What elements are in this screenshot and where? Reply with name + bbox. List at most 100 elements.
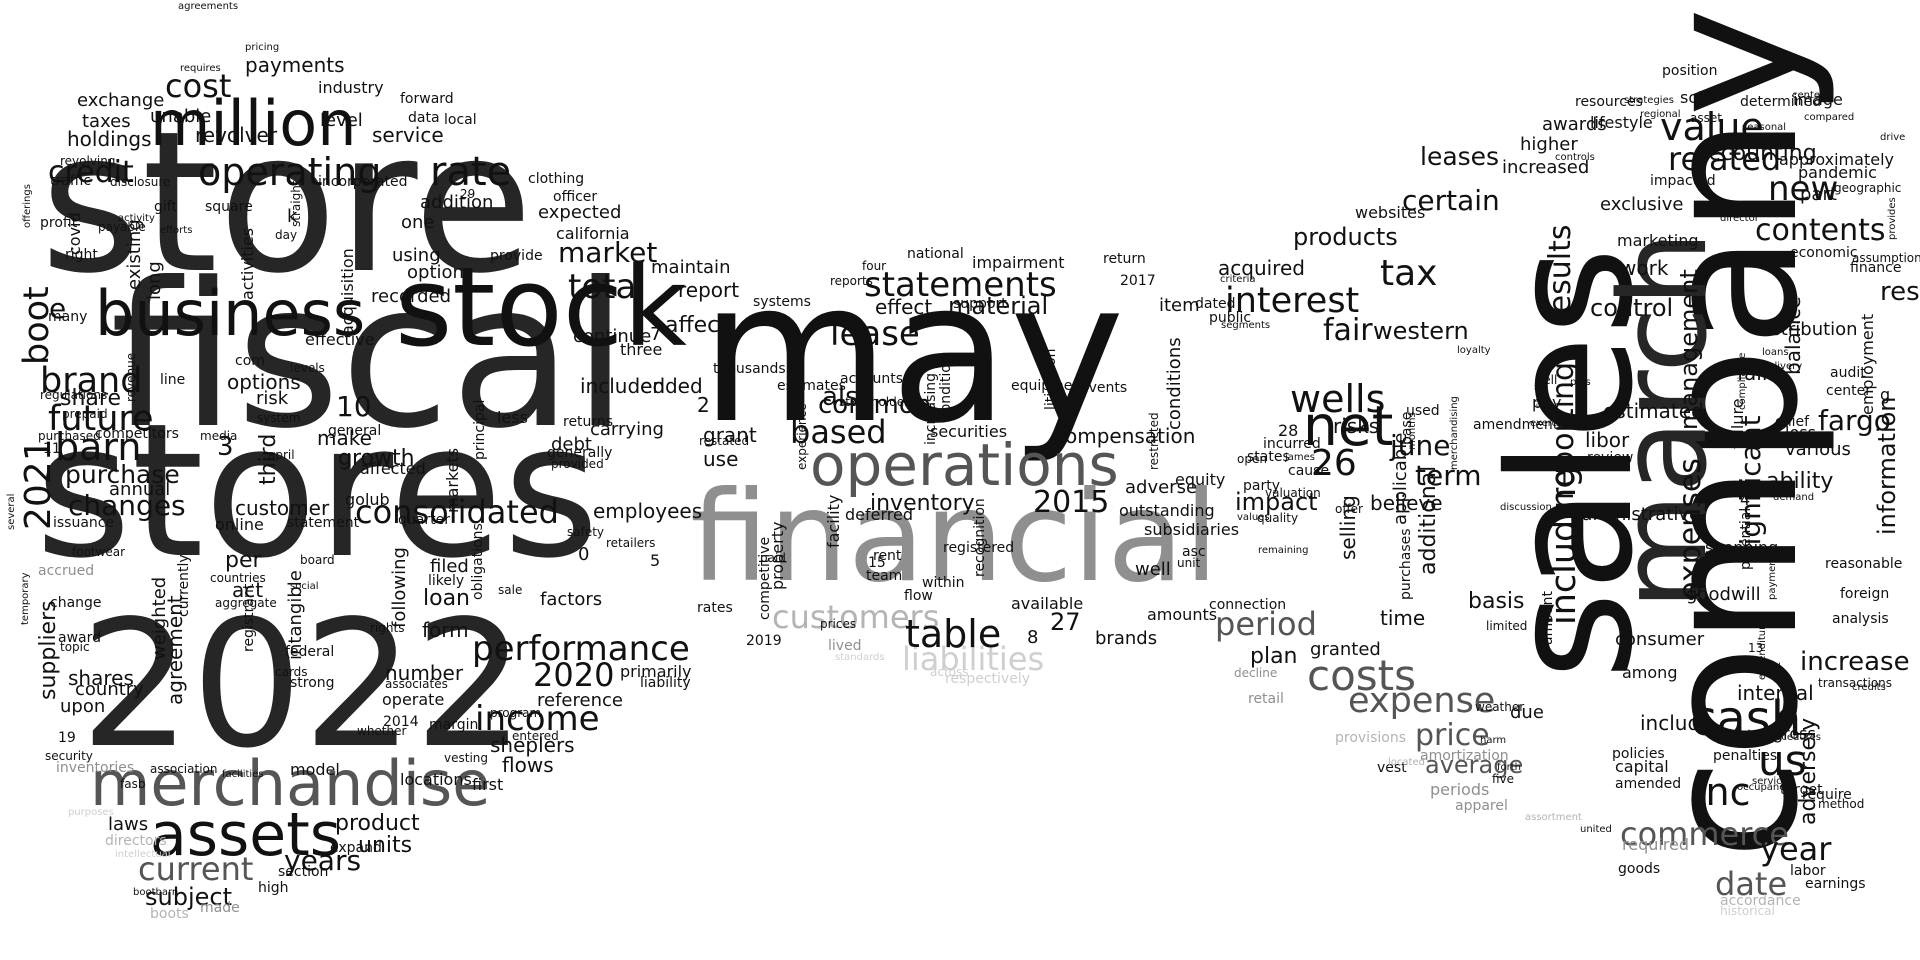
word-shopping: shopping — [1705, 538, 1778, 557]
word-total: total — [568, 267, 646, 307]
word-libor: libor — [1585, 428, 1630, 452]
word-purchases: purchases — [1398, 528, 1414, 600]
word-future: future — [48, 399, 154, 439]
word-board: board — [300, 553, 335, 567]
word-received: received — [1738, 662, 1781, 673]
word-material: material — [948, 292, 1048, 320]
word-agreements: agreements — [178, 1, 238, 12]
word-rate: rate — [430, 149, 511, 195]
word-increasing: increasing — [923, 373, 939, 445]
word-criteria: criteria — [1220, 274, 1255, 285]
word-units: units — [358, 833, 412, 858]
word-effective: effective — [305, 330, 375, 349]
word-holdings: holdings — [67, 127, 152, 151]
word-growth: growth — [338, 446, 415, 471]
word-granted: granted — [1310, 639, 1381, 660]
word-open: open — [1237, 452, 1267, 466]
word-product: product — [335, 811, 420, 836]
word-19: 19 — [58, 730, 76, 746]
word-strategies: strategies — [1624, 95, 1674, 106]
word-section: section — [278, 864, 328, 880]
word-within: within — [922, 575, 964, 591]
word-provisions: provisions — [1335, 730, 1406, 746]
word-pay: pay — [1532, 393, 1561, 412]
word-exclusive: exclusive — [1600, 194, 1684, 215]
word-failure: failure — [1728, 398, 1747, 449]
word-suppliers: suppliers — [36, 600, 61, 700]
word-brand: brand — [40, 361, 142, 401]
word-change: change — [50, 595, 102, 611]
word-annual: annual — [109, 479, 170, 500]
word-compliance: compliance — [1737, 353, 1748, 410]
word-center: center — [1826, 383, 1871, 399]
word-per: per — [225, 548, 263, 573]
word-commerce: commerce — [1620, 815, 1789, 853]
word-sale: sale — [498, 583, 522, 597]
word-loss: loss — [1785, 423, 1816, 442]
word-whether: whether — [357, 724, 406, 738]
word-restricted: restricted — [1147, 412, 1161, 470]
word-historical: historical — [1720, 904, 1775, 918]
word-penalties: penalties — [1713, 748, 1777, 764]
word-plus: plus — [1570, 377, 1591, 388]
word-administrative: administrative — [1570, 504, 1700, 525]
word-registered: registered — [943, 540, 1014, 556]
word-five: five — [1492, 772, 1514, 786]
word-safety: safety — [567, 525, 604, 539]
word-selling: selling — [1336, 495, 1360, 560]
word-potential: potential — [1738, 508, 1754, 570]
word-form: form — [422, 618, 469, 642]
word-carrying: carrying — [590, 419, 664, 440]
word-time: time — [1380, 606, 1425, 630]
word-generally: generally — [547, 445, 612, 461]
word-chief: chief — [1775, 414, 1810, 430]
word-affected: affected — [360, 459, 426, 478]
word-date: date — [1715, 865, 1787, 903]
word-item: item — [1159, 295, 1200, 316]
word-aggregate: aggregate — [215, 596, 277, 610]
word-grant: grant — [703, 423, 757, 447]
word-demand: demand — [1773, 492, 1814, 503]
word-outstanding: outstanding — [1119, 501, 1215, 520]
word-factors: factors — [540, 589, 602, 610]
word-company: company — [1623, 7, 1839, 860]
word-market: market — [558, 236, 657, 269]
word-data: data — [408, 110, 440, 126]
word-team: team — [866, 568, 902, 584]
word-expand: expand — [330, 840, 382, 856]
word-james: james — [1284, 452, 1315, 463]
word-currently: currently — [176, 554, 192, 617]
word-system: system — [257, 411, 300, 425]
word-2015: 2015 — [1033, 485, 1109, 520]
word-maintain: maintain — [651, 257, 730, 278]
word-result: result — [1880, 277, 1920, 307]
word-margin: margin — [429, 717, 478, 733]
word-table: table — [905, 612, 1001, 656]
word-support: support — [953, 296, 1007, 312]
word-service: service — [372, 123, 444, 147]
word-level: level — [320, 110, 363, 131]
word-impact: impact — [1235, 488, 1318, 516]
word-work: work — [1620, 256, 1669, 280]
word-national: national — [907, 246, 964, 262]
word-competitors: competitors — [95, 426, 179, 442]
word-standards: standards — [835, 652, 885, 663]
word-million: million — [150, 87, 357, 160]
word-asset: asset — [1690, 111, 1722, 125]
word-experience: experience — [795, 403, 809, 470]
word-29: 29 — [460, 187, 475, 201]
word-audit: audit — [1830, 365, 1866, 381]
word-right: right — [65, 247, 98, 263]
word-payment: payment — [1767, 555, 1778, 600]
word-capital: capital — [1615, 757, 1669, 776]
word-impacted: impacted — [1650, 173, 1716, 189]
word-option: option — [407, 262, 464, 283]
word-ended: ended — [640, 374, 703, 398]
word-unit: unit — [1177, 556, 1201, 570]
word-services: services — [1752, 776, 1793, 787]
word-loan: loan — [423, 586, 470, 611]
word-states: states — [1247, 449, 1290, 465]
word-profit: profit — [40, 215, 78, 231]
word-applicable: applicable — [1390, 433, 1411, 525]
